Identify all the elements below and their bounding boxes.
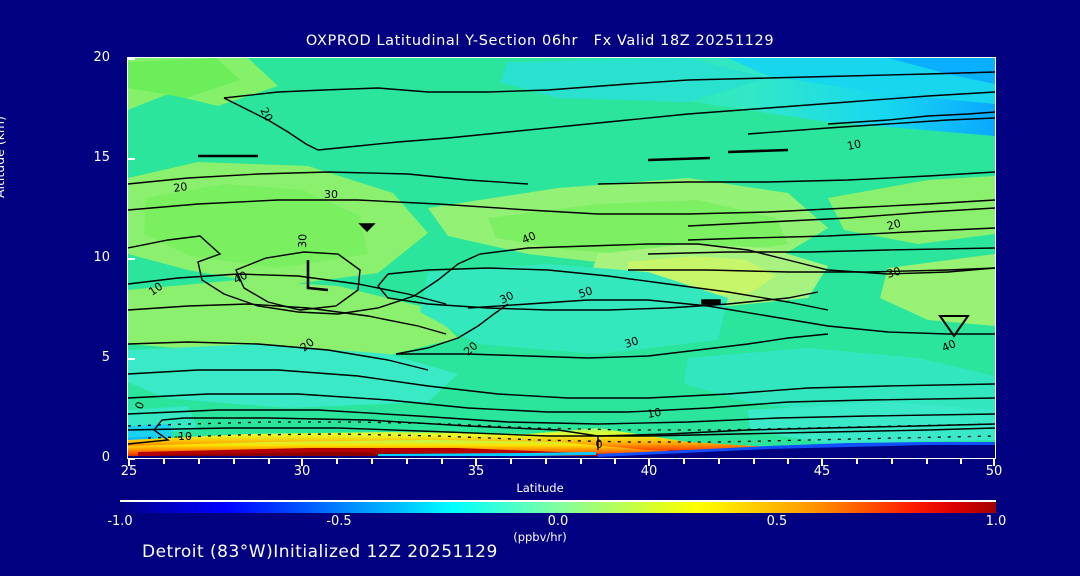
y-tick-label-10: 10	[93, 250, 110, 265]
y-tick-label-15: 15	[93, 150, 110, 165]
x-tick-minor	[856, 459, 858, 464]
svg-text:30: 30	[623, 334, 640, 351]
x-axis-label: Latitude	[516, 481, 564, 495]
svg-text:0: 0	[595, 437, 603, 451]
x-tick-minor	[163, 459, 165, 464]
colorbar-tick-label-min: -1.0	[107, 514, 133, 529]
y-axis-label: Altitude (km)	[0, 116, 7, 198]
x-tick-minor	[441, 459, 443, 464]
x-tick-minor	[510, 459, 512, 464]
x-tick-30	[301, 459, 303, 466]
svg-text:20: 20	[461, 339, 480, 358]
colorbar-tick-label-zero: 0.0	[547, 514, 569, 529]
x-tick-minor	[891, 459, 893, 464]
svg-text:10: 10	[646, 406, 662, 421]
x-tick-minor	[614, 459, 616, 464]
colorbar-units-label: (ppbv/hr)	[513, 530, 567, 544]
footer-caption: Detroit (83°W)Initialized 12Z 20251129	[142, 542, 498, 562]
x-tick-minor	[371, 459, 373, 464]
svg-text:40: 40	[520, 229, 538, 247]
x-tick-label-45: 45	[813, 464, 831, 479]
x-tick-minor	[233, 459, 235, 464]
colorbar-tick-label-max: 1.0	[985, 514, 1007, 529]
svg-text:10: 10	[846, 137, 862, 153]
cross-section-plot: 20 30 40 20 10 0 -10 20 20 30 30 40 50 3…	[128, 58, 995, 458]
y-tick-0	[128, 458, 135, 460]
svg-text:30: 30	[498, 289, 516, 307]
x-tick-minor	[960, 459, 962, 464]
x-tick-minor	[926, 459, 928, 464]
x-tick-minor	[336, 459, 338, 464]
x-tick-45	[821, 459, 823, 466]
y-tick-10	[128, 258, 135, 260]
svg-text:-10: -10	[174, 430, 192, 443]
x-tick-minor	[753, 459, 755, 464]
x-tick-35	[475, 459, 477, 466]
contour-lines: 20 30 40 20 10 0 -10 20 20 30 30 40 50 3…	[128, 71, 995, 451]
svg-text:30: 30	[296, 234, 309, 248]
y-tick-label-0: 0	[101, 450, 110, 465]
x-tick-minor	[580, 459, 582, 464]
svg-text:30: 30	[324, 188, 338, 201]
svg-text:0: 0	[133, 400, 148, 411]
colorbar	[120, 500, 996, 513]
x-tick-25	[128, 459, 130, 466]
y-tick-20	[128, 58, 135, 60]
svg-text:20: 20	[298, 336, 317, 355]
x-tick-minor	[787, 459, 789, 464]
svg-text:20: 20	[173, 180, 189, 195]
figure-title: OXPROD Latitudinal Y-Section 06hr Fx Val…	[305, 33, 775, 49]
y-tick-5	[128, 358, 135, 360]
y-tick-15	[128, 158, 135, 160]
x-tick-label-30: 30	[293, 464, 311, 479]
x-tick-label-35: 35	[467, 464, 485, 479]
x-tick-minor	[683, 459, 685, 464]
x-tick-50	[993, 459, 995, 466]
filled-contour-field	[128, 58, 995, 458]
svg-text:20: 20	[886, 217, 903, 233]
y-tick-label-20: 20	[93, 50, 110, 65]
svg-text:40: 40	[231, 269, 249, 287]
x-tick-label-25: 25	[120, 464, 138, 479]
svg-text:50: 50	[577, 284, 594, 301]
colorbar-tick-label-pos-half: 0.5	[766, 514, 788, 529]
svg-text:40: 40	[940, 337, 958, 355]
x-tick-minor	[268, 459, 270, 464]
svg-text:30: 30	[885, 265, 902, 281]
x-tick-40	[648, 459, 650, 466]
x-tick-minor	[406, 459, 408, 464]
x-tick-minor	[198, 459, 200, 464]
x-tick-label-50: 50	[985, 464, 1003, 479]
svg-text:20: 20	[257, 105, 275, 123]
colorbar-tick-label-neg-half: -0.5	[326, 514, 352, 529]
x-tick-minor	[718, 459, 720, 464]
y-tick-label-5: 5	[101, 350, 110, 365]
svg-text:10: 10	[146, 280, 165, 299]
x-tick-label-40: 40	[640, 464, 658, 479]
x-tick-minor	[545, 459, 547, 464]
